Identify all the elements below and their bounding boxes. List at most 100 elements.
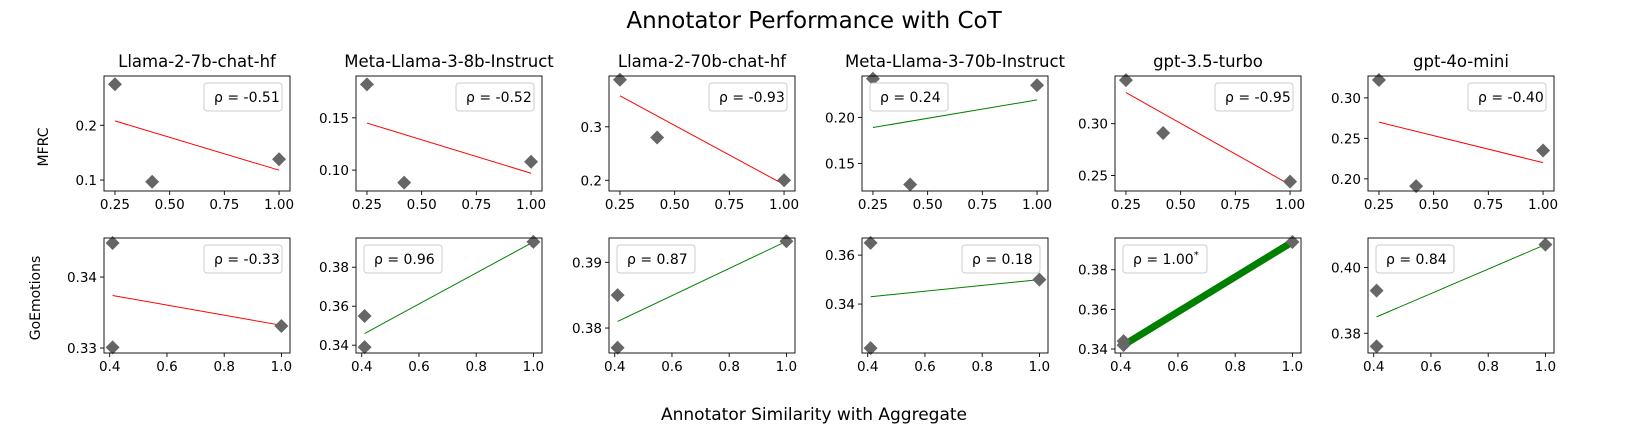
subplot-mfrc-llama-2-7b-chat-hf: Llama-2-7b-chat-hf 0.25 0.50 0.75 1.00 0.1 0.2… xyxy=(76,52,295,213)
x-tick-label: 0.8 xyxy=(465,359,486,375)
subplot-goemotions-col2: 0.4 0.6 0.8 1.0 0.38 0.39 ρ = 0.87 xyxy=(572,234,797,375)
data-point xyxy=(612,72,627,87)
data-point xyxy=(526,234,541,249)
subplot-goemotions-col5: 0.4 0.6 0.8 1.0 0.38 0.40 ρ = 0.84 xyxy=(1331,237,1556,375)
x-tick-label: 0.8 xyxy=(971,359,992,375)
x-tick-label: 0.25 xyxy=(605,197,635,213)
x-tick-label: 0.8 xyxy=(213,359,234,375)
axes-frame xyxy=(861,237,1049,354)
correlation-annotation: ρ = 1.00* xyxy=(1133,250,1199,268)
y-tick-label: 0.38 xyxy=(319,260,349,276)
x-tick-label: 0.6 xyxy=(914,359,935,375)
subplot-grid: Llama-2-7b-chat-hf 0.25 0.50 0.75 1.00 0.1 0.2… xyxy=(67,52,1558,375)
subplot-mfrc-llama-2-70b-chat-hf: Llama-2-70b-chat-hf 0.25 0.50 0.75 1.00 0.2 0.… xyxy=(581,52,800,213)
axes-frame xyxy=(1114,237,1302,354)
y-tick-label: 0.2 xyxy=(76,118,97,134)
x-tick-label: 0.25 xyxy=(352,197,382,213)
subplot-title: Meta-Llama-3-70b-Instruct xyxy=(845,52,1066,71)
fit-line xyxy=(1378,121,1544,164)
subplot-title: Llama-2-7b-chat-hf xyxy=(118,52,277,71)
subplot-title: Llama-2-70b-chat-hf xyxy=(618,52,787,71)
data-point xyxy=(105,235,120,250)
data-point xyxy=(1371,73,1386,88)
axes-frame xyxy=(608,237,796,354)
subplot-goemotions-col0: 0.4 0.6 0.8 1.0 0.33 0.34 ρ = -0.33 xyxy=(67,235,292,375)
data-point xyxy=(1118,73,1133,88)
x-tick-label: 0.4 xyxy=(1363,359,1384,375)
y-tick-label: 0.40 xyxy=(1331,261,1361,277)
annotation-box xyxy=(363,244,443,274)
fit-line xyxy=(114,120,280,171)
fit-line xyxy=(366,122,532,174)
subplot-title: gpt-4o-mini xyxy=(1413,52,1509,71)
axes-frame xyxy=(861,75,1049,192)
row-label-goemotions: GoEmotions xyxy=(28,256,44,341)
data-point xyxy=(1369,283,1384,298)
x-tick-label: 1.0 xyxy=(776,359,797,375)
data-point xyxy=(777,173,792,188)
axes-frame xyxy=(1114,75,1302,192)
subplot-goemotions-col4: 0.4 0.6 0.8 1.0 0.34 0.36 0.38 ρ = 1.00* xyxy=(1078,234,1303,375)
annotation-box xyxy=(455,82,535,112)
y-tick-label: 0.10 xyxy=(319,163,349,179)
data-point xyxy=(1536,143,1551,158)
subplot-goemotions-col3: 0.4 0.6 0.8 1.0 0.34 0.36 ρ = 0.18 xyxy=(825,235,1050,375)
annotation-box xyxy=(203,82,283,112)
y-tick-label: 0.20 xyxy=(825,110,855,126)
axes-frame xyxy=(103,237,291,354)
data-point xyxy=(105,340,120,355)
correlation-annotation: ρ = -0.52 xyxy=(466,90,532,106)
x-tick-label: 0.8 xyxy=(718,359,739,375)
correlation-annotation: ρ = -0.33 xyxy=(214,252,280,268)
axes-frame xyxy=(608,75,796,192)
x-tick-label: 0.6 xyxy=(1167,359,1188,375)
x-tick-label: 1.00 xyxy=(1022,197,1052,213)
data-point xyxy=(145,174,160,189)
x-tick-label: 0.25 xyxy=(1111,197,1141,213)
data-point xyxy=(610,340,625,355)
subplot-title: Meta-Llama-3-8b-Instruct xyxy=(344,52,554,71)
x-tick-label: 0.4 xyxy=(604,359,625,375)
y-tick-label: 0.34 xyxy=(67,270,97,286)
data-point xyxy=(1409,179,1424,194)
data-point xyxy=(1116,338,1131,353)
y-tick-label: 0.38 xyxy=(1331,326,1361,342)
data-point xyxy=(1285,234,1300,249)
x-tick-label: 0.8 xyxy=(1224,359,1245,375)
data-point xyxy=(1032,272,1047,287)
x-tick-label: 0.75 xyxy=(714,197,744,213)
annotation-box xyxy=(1467,82,1547,112)
x-tick-label: 0.6 xyxy=(1420,359,1441,375)
subplot-mfrc-gpt-3-5-turbo: gpt-3.5-turbo 0.25 0.50 0.75 1.00 0.25 0.30 ρ =… xyxy=(1078,52,1305,213)
figure-title: Annotator Performance with CoT xyxy=(626,8,1002,34)
x-tick-label: 0.50 xyxy=(407,197,437,213)
subplot-mfrc-meta-llama-3-8b-instruct: Meta-Llama-3-8b-Instruct 0.25 0.50 0.75 1.00… xyxy=(319,52,554,213)
y-tick-label: 0.34 xyxy=(1078,342,1108,358)
fit-line xyxy=(1121,238,1295,349)
correlation-annotation: ρ = -0.95 xyxy=(1225,90,1291,106)
data-point xyxy=(357,308,372,323)
annotation-box xyxy=(203,244,283,274)
axes-frame xyxy=(103,75,291,192)
x-tick-label: 0.4 xyxy=(857,359,878,375)
axes-frame xyxy=(1367,75,1555,192)
y-tick-label: 0.1 xyxy=(76,173,97,189)
data-point xyxy=(274,319,289,334)
y-tick-label: 0.38 xyxy=(572,321,602,337)
data-point xyxy=(903,177,918,192)
x-tick-label: 0.50 xyxy=(913,197,943,213)
annotation-box xyxy=(1214,82,1294,112)
fit-line xyxy=(364,241,534,334)
y-tick-label: 0.15 xyxy=(825,156,855,172)
x-tick-label: 1.0 xyxy=(1282,359,1303,375)
annotation-box xyxy=(961,244,1041,274)
data-point xyxy=(865,71,880,86)
x-tick-label: 0.4 xyxy=(351,359,372,375)
subplot-goemotions-col1: 0.4 0.6 0.8 1.0 0.34 0.36 0.38 ρ = 0.96 xyxy=(319,234,544,375)
x-tick-label: 1.00 xyxy=(1528,197,1558,213)
correlation-annotation: ρ = 0.87 xyxy=(627,252,688,268)
axes-frame xyxy=(355,75,543,192)
y-tick-label: 0.30 xyxy=(1078,117,1108,133)
